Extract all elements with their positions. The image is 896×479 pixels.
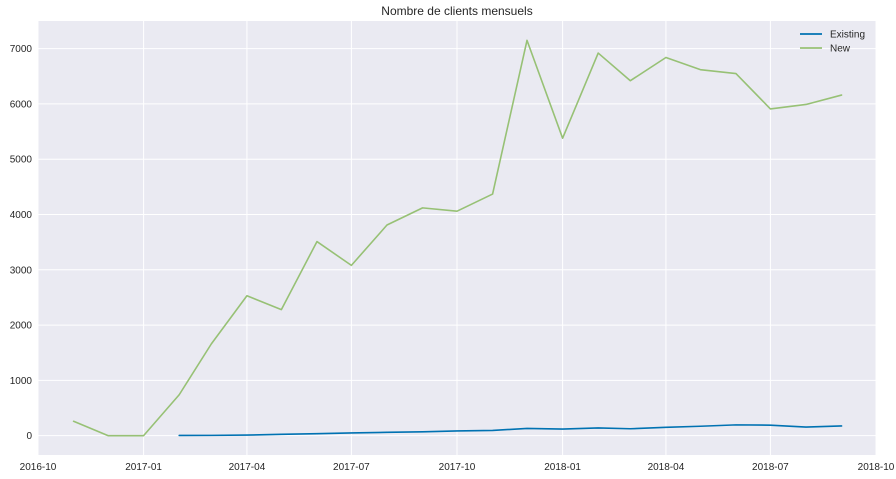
y-tick-label: 6000 <box>10 99 33 110</box>
x-tick-label: 2018-10 <box>858 462 895 473</box>
series-lines <box>72 39 843 437</box>
series-line-existing <box>178 424 843 437</box>
grid-lines <box>37 21 877 455</box>
y-tick-label: 3000 <box>10 265 33 276</box>
x-tick-label: 2017-04 <box>229 462 266 473</box>
x-tick-label: 2016-10 <box>20 462 57 473</box>
y-tick-label: 4000 <box>10 210 33 221</box>
y-tick-label: 0 <box>26 431 32 442</box>
y-tick-label: 1000 <box>10 376 33 387</box>
x-tick-label: 2018-01 <box>544 462 581 473</box>
x-tick-label: 2018-04 <box>648 462 685 473</box>
series-line-new <box>72 39 843 437</box>
legend: Existing New <box>800 30 865 55</box>
legend-label-new: New <box>830 44 851 55</box>
chart-title: Nombre de clients mensuels <box>381 4 532 18</box>
x-tick-label: 2017-07 <box>333 462 370 473</box>
y-tick-label: 7000 <box>10 44 33 55</box>
y-tick-label: 2000 <box>10 321 33 332</box>
x-tick-label: 2017-10 <box>439 462 476 473</box>
x-tick-label: 2018-07 <box>752 462 789 473</box>
tick-labels: 0 1000 2000 3000 4000 5000 6000 7000 2016-10 2017… <box>10 44 895 473</box>
legend-label-existing: Existing <box>830 30 865 41</box>
y-tick-label: 5000 <box>10 155 33 166</box>
x-tick-label: 2017-01 <box>125 462 162 473</box>
